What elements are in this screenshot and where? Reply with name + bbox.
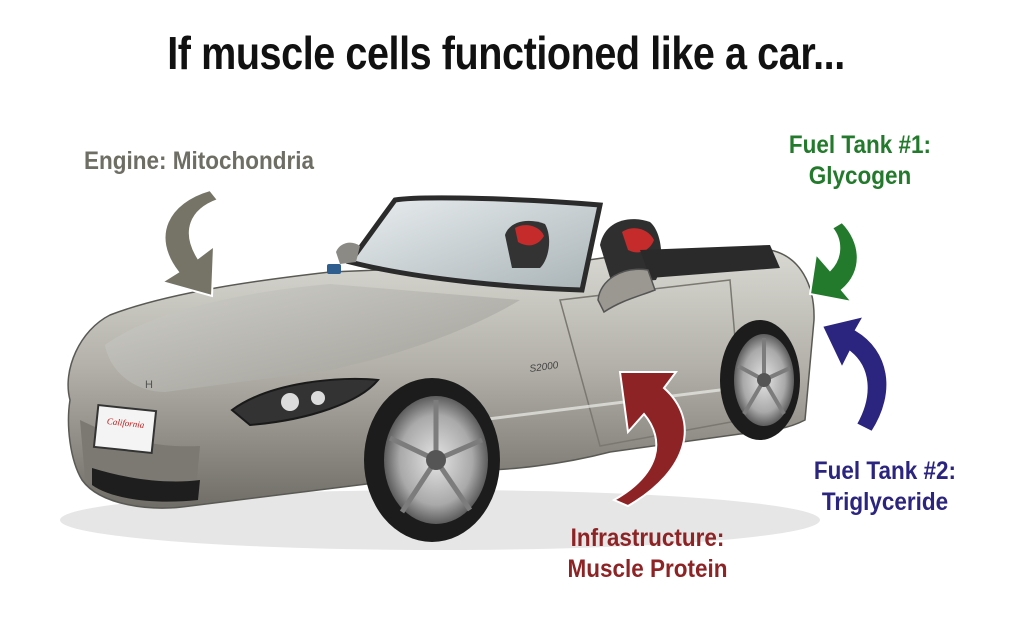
- fuel-tank-2-label-line-1: Fuel Tank #2:: [813, 457, 957, 485]
- fuel-tank-2-arrow: [820, 314, 889, 434]
- engine-label-text: Engine: Mitochondria: [84, 147, 314, 175]
- fuel-tank-1-label-line-2: Glycogen: [808, 162, 912, 190]
- page-title: If muscle cells functioned like a car...: [167, 27, 845, 79]
- side-mirror: [597, 268, 656, 314]
- front-wheel: [364, 378, 500, 542]
- infrastructure-label: Infrastructure: Muscle Protein: [551, 523, 745, 585]
- rear-wheel: [720, 320, 800, 440]
- fuel-tank-1-arrow: [808, 220, 859, 304]
- infrastructure-arrow: [611, 371, 686, 508]
- headlight: [230, 377, 380, 427]
- fuel-tank-1-label: Fuel Tank #1: Glycogen: [757, 130, 964, 192]
- engine-arrow: [159, 188, 220, 298]
- license-plate: [92, 403, 158, 455]
- marker-light: [327, 264, 341, 274]
- fuel-tank-2-label-line-2: Triglyceride: [821, 488, 949, 516]
- infrastructure-label-line-1: Infrastructure:: [570, 524, 725, 552]
- model-badge: S2000: [529, 360, 560, 375]
- fuel-tank-2-label: Fuel Tank #2: Triglyceride: [782, 456, 989, 518]
- honda-badge: H: [145, 379, 153, 391]
- hood: [105, 284, 520, 392]
- infrastructure-label-line-2: Muscle Protein: [567, 555, 728, 583]
- plate-text: California: [106, 416, 145, 430]
- engine-label: Engine: Mitochondria: [84, 146, 314, 177]
- fuel-tank-1-label-line-1: Fuel Tank #1:: [788, 131, 932, 159]
